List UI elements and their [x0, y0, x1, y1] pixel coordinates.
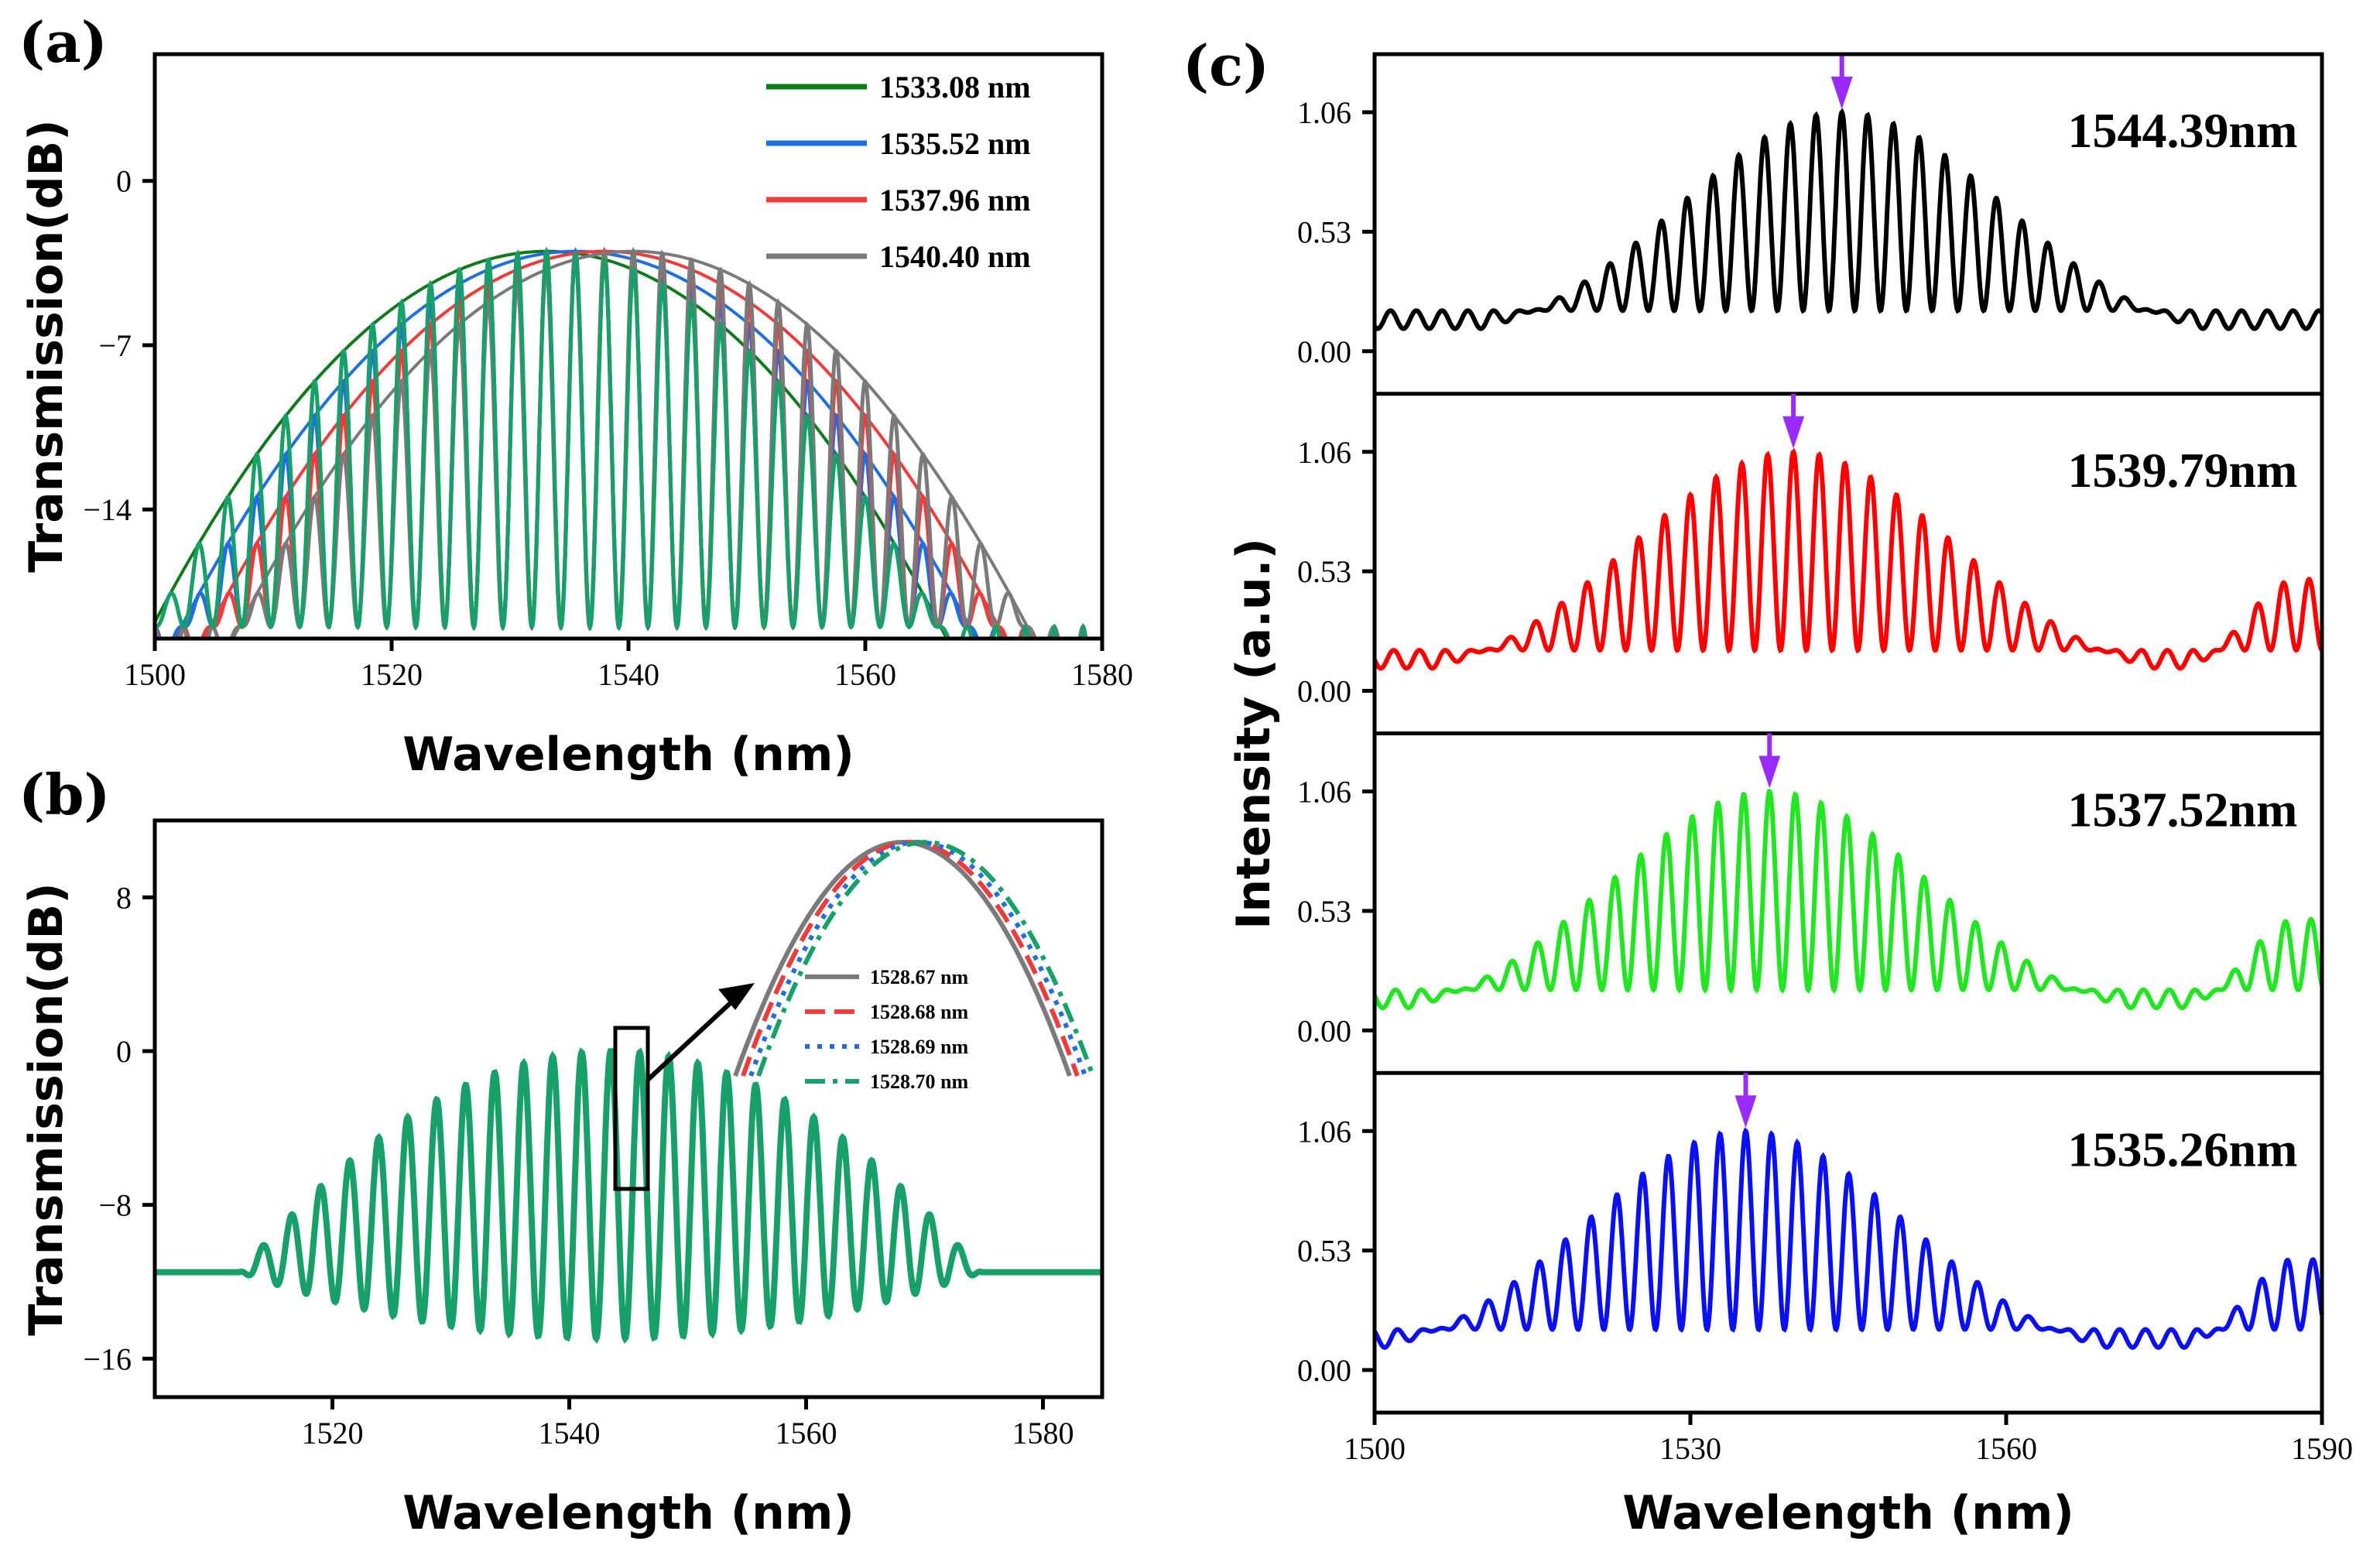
panel-label-b: (b) [19, 762, 110, 827]
spectrum-trace-1 [1372, 108, 2324, 331]
panel-label-a: (a) [19, 9, 108, 75]
y-tick-label-b: 8 [116, 880, 132, 915]
legend-label-a-2: 1535.52 nm [879, 126, 1031, 161]
y-tick-label-a: −7 [98, 328, 132, 363]
y-tick-label-b: 0 [116, 1034, 132, 1069]
y-tick-label-a: 0 [116, 164, 132, 199]
x-tick-label-c: 1500 [1344, 1431, 1406, 1466]
y-tick-label-c: 0.00 [1297, 1353, 1351, 1388]
spectrum-trace-3 [1372, 789, 2324, 1011]
x-tick-label-c: 1530 [1659, 1431, 1721, 1466]
x-tick-label-b: 1580 [1012, 1416, 1074, 1451]
y-tick-label-a: −14 [83, 492, 132, 527]
x-tick-label-c: 1560 [1975, 1431, 2037, 1466]
inset-legend-label-2: 1528.68 nm [870, 1001, 968, 1023]
plot-frame-c [1372, 52, 2324, 1415]
peak-arrow-head-2 [1782, 416, 1805, 449]
y-axis-title-b: Transmission(dB) [19, 882, 74, 1335]
plot-frame-b [152, 818, 1104, 1399]
x-tick-label-b: 1560 [776, 1416, 837, 1451]
peak-label-4: 1535.26nm [2068, 1122, 2298, 1177]
peak-arrow-head-4 [1734, 1095, 1757, 1129]
inset-curve-4 [756, 839, 1095, 1077]
inset-zoom: 1528.67 nm 1528.68 nm 1528.69 nm 1528.70 nm [733, 839, 1095, 1093]
zoom-arrow-head [718, 983, 755, 1010]
legend-label-a-4: 1540.40 nm [879, 239, 1031, 274]
x-tick-label-c: 1590 [2291, 1431, 2353, 1466]
peak-label-3: 1537.52nm [2068, 783, 2298, 837]
inset-legend-label-3: 1528.69 nm [870, 1036, 968, 1058]
y-tick-label-c: 0.00 [1297, 674, 1351, 709]
x-axis-title-c: Wavelength (nm) [1622, 1486, 2074, 1540]
x-tick-label-b: 1520 [302, 1416, 364, 1451]
spectrum-trace-2 [1372, 447, 2323, 671]
peak-label-1: 1544.39nm [2068, 103, 2298, 158]
zoom-arrow [646, 996, 738, 1082]
x-tick-label-b: 1540 [539, 1416, 601, 1451]
legend-label-a-3: 1537.96 nm [879, 183, 1031, 217]
y-tick-label-b: −8 [98, 1188, 132, 1223]
chart-panel-b: 1528.67 nm 1528.68 nm 1528.69 nm 1528.70 nm… [19, 818, 1104, 1540]
y-tick-label-c: 0.53 [1297, 1234, 1351, 1269]
peak-arrow-head-1 [1830, 77, 1853, 109]
y-axis-title-c: Intensity (a.u.) [1227, 538, 1281, 930]
chart-panel-c: 1544.39nm 1539.79nm 1537.52nm 1535.26nm 1.0… [1227, 52, 2353, 1540]
y-tick-label-c: 1.06 [1297, 435, 1351, 470]
panel-label-c: (c) [1183, 33, 1269, 98]
chart-panel-a: 1500 1520 1540 1560 1580 0 −7 −14 Wavelength (n… [19, 52, 1133, 782]
peak-arrow-head-3 [1758, 755, 1781, 789]
x-tick-label-a: 1580 [1071, 657, 1133, 692]
x-tick-label-a: 1560 [834, 657, 896, 692]
y-tick-label-c: 1.06 [1297, 95, 1351, 130]
inset-legend-label-1: 1528.67 nm [870, 966, 968, 988]
envelope-series-4 [231, 249, 1036, 639]
legend-label-a-1: 1533.08 nm [879, 70, 1031, 104]
y-tick-label-c: 0.00 [1297, 334, 1351, 369]
inset-legend-label-4: 1528.70 nm [870, 1070, 968, 1093]
y-tick-label-c: 0.53 [1297, 554, 1351, 589]
y-tick-label-c: 1.06 [1297, 1114, 1351, 1149]
y-axis-title-a: Transmission(dB) [19, 119, 74, 572]
y-tick-label-c: 0.53 [1297, 894, 1351, 929]
legend-a: 1533.08 nm 1535.52 nm 1537.96 nm 1540.40 nm [766, 70, 1031, 274]
zoom-box [613, 1026, 650, 1191]
x-tick-label-a: 1500 [124, 657, 186, 692]
x-axis-title-b: Wavelength (nm) [402, 1486, 854, 1540]
y-tick-label-c: 0.53 [1297, 214, 1351, 249]
main-trace-b [155, 1047, 1102, 1344]
fringe-series-top [155, 246, 1087, 639]
y-tick-label-b: −16 [83, 1341, 132, 1376]
x-tick-label-a: 1520 [361, 657, 423, 692]
y-tick-label-c: 1.06 [1297, 775, 1351, 810]
peak-label-2: 1539.79nm [2068, 443, 2298, 498]
y-tick-label-c: 0.00 [1297, 1013, 1351, 1048]
spectrum-trace-4 [1372, 1127, 2324, 1350]
x-tick-label-a: 1540 [598, 657, 659, 692]
x-axis-title-a: Wavelength (nm) [402, 728, 854, 782]
